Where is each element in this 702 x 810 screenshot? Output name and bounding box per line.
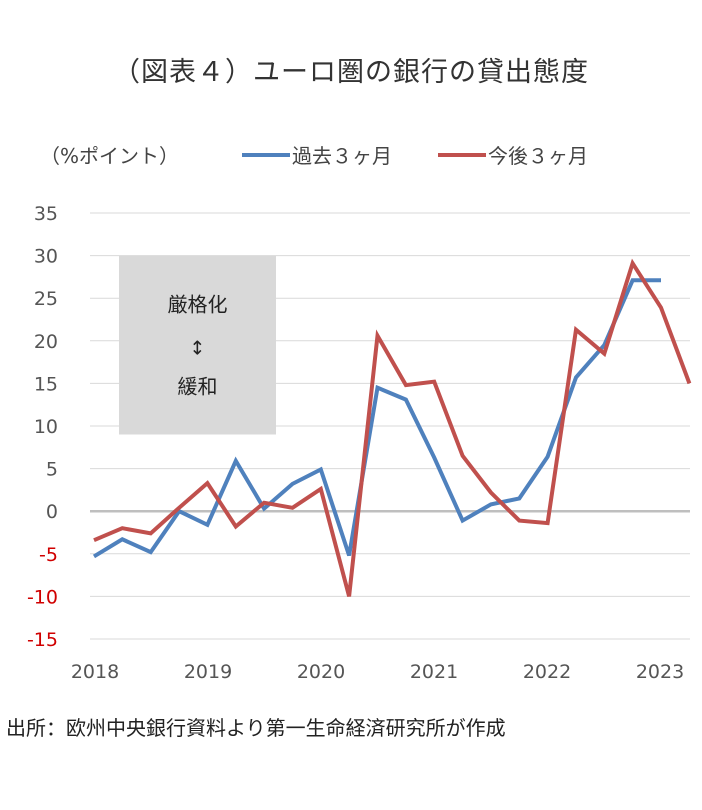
x-tick-label: 2023 bbox=[636, 661, 684, 683]
y-tick-label: 30 bbox=[34, 246, 58, 268]
y-tick-label: 10 bbox=[34, 416, 58, 438]
y-tick-label: -5 bbox=[39, 544, 58, 566]
legend-label-future: 今後３ヶ月 bbox=[488, 144, 588, 168]
y-tick-label: -10 bbox=[27, 586, 58, 608]
y-tick-label: 25 bbox=[34, 288, 58, 310]
y-tick-label: 5 bbox=[46, 459, 58, 481]
x-tick-label: 2020 bbox=[297, 661, 345, 683]
annotation-top-label: 厳格化 bbox=[168, 293, 228, 317]
x-tick-label: 2022 bbox=[523, 661, 571, 683]
future-series-line bbox=[93, 258, 692, 597]
legend-label-past: 過去３ヶ月 bbox=[292, 144, 392, 168]
y-tick-label: 35 bbox=[34, 203, 58, 225]
legend-swatch-past bbox=[242, 152, 290, 157]
annotation-box bbox=[119, 255, 276, 435]
x-tick-label: 2019 bbox=[184, 661, 232, 683]
y-axis-unit-label: （%ポイント） bbox=[40, 144, 180, 168]
annotation-bottom-label: 緩和 bbox=[178, 375, 218, 399]
chart-title: （図表４）ユーロ圏の銀行の貸出態度 bbox=[113, 57, 589, 88]
legend-item-past: 過去３ヶ月 bbox=[242, 140, 392, 169]
y-tick-label: 20 bbox=[34, 331, 58, 353]
source-note: 出所：欧州中央銀行資料より第一生命経済研究所が作成 bbox=[6, 716, 506, 740]
x-tick-label: 2018 bbox=[71, 661, 119, 683]
y-tick-label: 15 bbox=[34, 373, 58, 395]
y-tick-label: 0 bbox=[46, 501, 58, 523]
annotation-arrow: ↕ bbox=[190, 338, 206, 360]
x-tick-label: 2021 bbox=[410, 661, 458, 683]
legend-swatch-future bbox=[438, 152, 486, 157]
legend-item-future: 今後３ヶ月 bbox=[438, 140, 588, 169]
line-chart: 35 30 25 20 15 10 5 0 -5 -10 -15 厳格化 ↕ 緩和 2018 2019 2020… bbox=[27, 203, 692, 683]
y-tick-label: -15 bbox=[27, 629, 58, 651]
